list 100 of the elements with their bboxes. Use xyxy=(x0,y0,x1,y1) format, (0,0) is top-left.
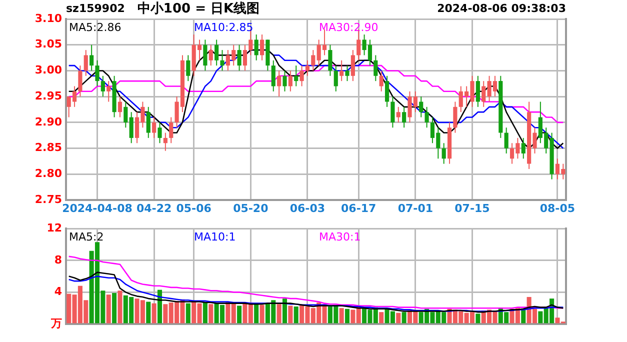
candlestick xyxy=(424,106,429,128)
candlestick xyxy=(476,75,480,108)
y-tick-label: 2.85 xyxy=(34,141,62,154)
text: MA30:2.90 xyxy=(319,20,378,34)
candlestick xyxy=(294,65,298,87)
candlestick xyxy=(311,50,316,72)
candlestick xyxy=(146,106,150,138)
bar xyxy=(106,294,111,324)
bar xyxy=(260,304,264,324)
candlestick xyxy=(90,44,94,72)
candlestick xyxy=(390,96,395,128)
y-tick-label: 3.00 xyxy=(34,64,62,77)
candlestick xyxy=(158,122,162,144)
candlestick xyxy=(453,101,458,134)
series-label: MA10:2.85 xyxy=(194,20,254,34)
text: MA5:2 xyxy=(69,230,104,244)
text: 2024-08-06 09:38:03 xyxy=(437,2,566,15)
candlestick xyxy=(203,39,208,72)
candlestick xyxy=(288,70,292,92)
y-tick-label: 4 xyxy=(54,285,62,298)
x-tick-label: 05-20 xyxy=(233,202,268,215)
candlestick xyxy=(152,116,156,138)
bar xyxy=(112,292,117,324)
candlestick xyxy=(95,60,100,87)
x-tick-label: 06-03 xyxy=(290,202,326,215)
y-tick-label: 万 xyxy=(50,316,62,330)
x-tick-label: 04-22 xyxy=(136,202,172,215)
candlestick xyxy=(129,112,134,144)
bar xyxy=(118,290,122,324)
candlestick xyxy=(305,60,310,76)
x-tick-label: 08-05 xyxy=(540,202,576,215)
y-tick-label: 2.80 xyxy=(34,167,62,180)
candlestick xyxy=(350,50,355,82)
candlestick xyxy=(374,54,378,82)
candlestick xyxy=(504,127,508,154)
y-tick-label: 3.10 xyxy=(34,12,62,25)
bar xyxy=(146,302,151,324)
text: sz159902 xyxy=(66,2,125,15)
y-tick-label: 12 xyxy=(46,221,62,234)
bar xyxy=(152,303,156,324)
candlestick xyxy=(271,60,276,92)
candlestick xyxy=(419,96,424,118)
bar xyxy=(339,308,344,324)
y-tick-label: 2.90 xyxy=(34,115,62,128)
bar xyxy=(276,304,282,324)
text: MA10:1 xyxy=(194,230,236,244)
candlestick xyxy=(521,137,526,160)
text: MA30:1 xyxy=(319,230,361,244)
bar xyxy=(202,302,208,324)
candlestick xyxy=(328,44,332,76)
candlestick xyxy=(396,106,400,123)
candlestick xyxy=(340,60,344,82)
bar xyxy=(521,310,526,324)
bar xyxy=(379,312,384,324)
candlestick xyxy=(84,50,88,76)
chart-title: 中小100 = 日K线图 xyxy=(137,1,260,16)
candlestick xyxy=(260,34,264,61)
candlestick xyxy=(220,50,224,72)
candlestick xyxy=(254,34,258,61)
bar xyxy=(237,306,242,324)
candlestick xyxy=(124,101,128,128)
bar xyxy=(157,290,162,324)
y-tick-label: 3.05 xyxy=(34,38,62,51)
candlestick xyxy=(169,116,174,144)
x-tick-label: 06-17 xyxy=(341,202,376,215)
candlestick xyxy=(300,65,304,87)
bar xyxy=(288,306,293,324)
x-tick-label: 05-06 xyxy=(176,202,212,215)
candlestick xyxy=(384,75,390,108)
candlestick xyxy=(100,75,105,98)
x-tick-label: 07-01 xyxy=(398,202,434,215)
x-tick-label: 07-15 xyxy=(454,202,490,215)
y-tick-label: 2.75 xyxy=(34,192,62,206)
candlestick xyxy=(163,132,168,152)
bar xyxy=(208,304,214,324)
bar xyxy=(294,306,298,324)
candlestick xyxy=(214,39,219,66)
candlestick xyxy=(78,65,82,98)
bar xyxy=(344,308,350,324)
bar xyxy=(282,298,288,324)
x-tick-label: 2024-04-08 xyxy=(62,202,132,215)
y-tick-label: 8 xyxy=(54,253,62,266)
text: MA5:2.86 xyxy=(69,20,122,34)
candlestick xyxy=(237,44,242,72)
candlestick xyxy=(242,44,248,72)
candlestick xyxy=(334,65,338,92)
bar xyxy=(476,314,480,324)
bar xyxy=(396,312,401,324)
candlestick xyxy=(186,54,190,82)
y-tick-label: 2.95 xyxy=(34,89,62,102)
bar xyxy=(402,312,406,324)
candlestick xyxy=(379,70,384,92)
candlestick xyxy=(442,142,446,164)
candlestick xyxy=(208,44,213,66)
candlestick xyxy=(402,106,406,128)
bar xyxy=(186,303,190,324)
candlestick xyxy=(118,96,122,118)
candlestick xyxy=(106,80,111,102)
candlestick xyxy=(345,65,350,82)
candlestick xyxy=(482,80,486,108)
